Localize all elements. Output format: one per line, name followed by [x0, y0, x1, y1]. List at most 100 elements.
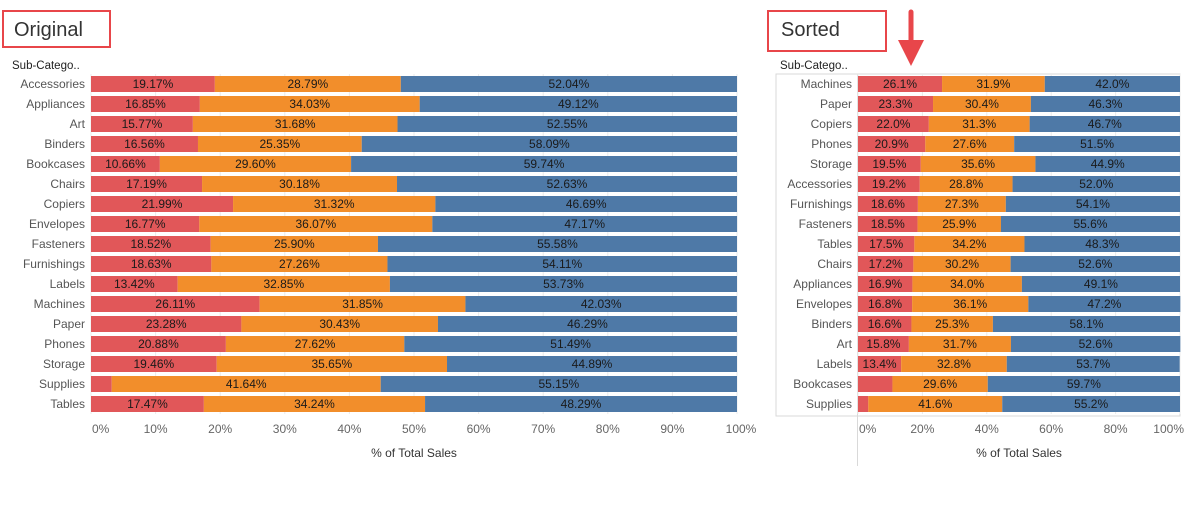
- original-bar-fasteners-seg1: [91, 236, 211, 252]
- sorted-bar-accessories-seg3: [1012, 176, 1180, 192]
- original-chart: Original Sub-Catego.. Accessories 19.17% 28.…: [2, 10, 757, 460]
- original-bar-accessories-seg3: [400, 76, 737, 92]
- sorted-bar-labels-seg2: [901, 356, 1007, 372]
- original-tick-label: 20%: [208, 422, 232, 436]
- sorted-data-label: 48.3%: [1085, 237, 1119, 251]
- original-bar-chairs-seg2: [202, 176, 398, 192]
- sorted-bar-appliances-seg3: [1021, 276, 1180, 292]
- sorted-data-label: 25.3%: [935, 317, 969, 331]
- original-bar-copiers-seg2: [233, 196, 436, 212]
- sorted-tick-label: 40%: [975, 422, 999, 436]
- original-bar-fasteners-seg2: [210, 236, 378, 252]
- sorted-bar-chairs-seg2: [913, 256, 1011, 272]
- original-tick-label: 0%: [92, 422, 110, 436]
- sorted-data-label: 34.0%: [950, 277, 984, 291]
- original-category-label-copiers: Copiers: [44, 197, 85, 211]
- original-category-label-fasteners: Fasteners: [32, 237, 85, 251]
- sorted-bar-envelopes-seg3: [1028, 296, 1181, 312]
- original-tick-label: 90%: [660, 422, 684, 436]
- sorted-bar-binders-seg3: [992, 316, 1180, 332]
- sorted-data-label: 47.2%: [1087, 297, 1121, 311]
- sorted-bar-copiers-seg1: [858, 116, 929, 132]
- original-data-label: 52.04%: [549, 77, 590, 91]
- original-data-label: 58.09%: [529, 137, 570, 151]
- sorted-data-label: 31.9%: [976, 77, 1010, 91]
- original-bar-labels-seg2: [177, 276, 390, 292]
- sorted-data-label: 16.8%: [868, 297, 902, 311]
- original-bar-tables-seg3: [425, 396, 737, 412]
- sorted-category-label-binders: Binders: [811, 317, 852, 331]
- original-bar-binders-seg1: [91, 136, 198, 152]
- original-category-label-supplies: Supplies: [39, 377, 85, 391]
- original-tick-label: 70%: [531, 422, 555, 436]
- original-bar-accessories-seg2: [214, 76, 401, 92]
- sorted-category-label-bookcases: Bookcases: [793, 377, 852, 391]
- original-data-label: 53.73%: [543, 277, 584, 291]
- sorted-bar-copiers-seg2: [928, 116, 1030, 132]
- sorted-category-label-paper: Paper: [820, 97, 852, 111]
- original-data-label: 55.58%: [537, 237, 578, 251]
- original-bar-envelopes-seg2: [199, 216, 433, 232]
- original-bar-storage-seg2: [216, 356, 448, 372]
- original-bar-storage-seg1: [91, 356, 217, 372]
- sorted-data-label: 32.8%: [937, 357, 971, 371]
- original-bar-machines-seg1: [91, 296, 260, 312]
- sorted-data-label: 17.2%: [869, 257, 903, 271]
- original-bar-phones-seg3: [404, 336, 737, 352]
- original-data-label: 18.63%: [131, 257, 172, 271]
- original-row-header: Sub-Catego..: [12, 60, 80, 72]
- sorted-data-label: 54.1%: [1076, 197, 1110, 211]
- original-bar-appliances-seg3: [419, 96, 737, 112]
- sorted-bar-accessories-seg2: [919, 176, 1013, 192]
- sorted-data-label: 27.3%: [945, 197, 979, 211]
- sorted-bar-art-seg3: [1010, 336, 1181, 352]
- original-bar-appliances-seg1: [91, 96, 200, 112]
- sorted-data-label: 29.6%: [923, 377, 957, 391]
- sorted-bar-supplies-seg1: [858, 396, 869, 412]
- sorted-bar-furnishings-seg2: [917, 196, 1006, 212]
- original-data-label: 27.62%: [295, 337, 336, 351]
- original-data-label: 16.77%: [125, 217, 166, 231]
- sorted-category-label-chairs: Chairs: [817, 257, 852, 271]
- sorted-data-label: 42.0%: [1095, 77, 1129, 91]
- sorted-bar-phones-seg2: [925, 136, 1015, 152]
- sorted-data-label: 19.2%: [872, 177, 906, 191]
- original-x-axis-label: % of Total Sales: [371, 446, 457, 460]
- original-bar-art-seg2: [192, 116, 398, 132]
- original-data-label: 19.46%: [134, 357, 175, 371]
- original-data-label: 28.79%: [287, 77, 328, 91]
- sorted-tick-label: 0%: [859, 422, 877, 436]
- original-bar-furnishings-seg3: [387, 256, 737, 272]
- original-data-label: 51.49%: [550, 337, 591, 351]
- original-bar-bookcases-seg1: [91, 156, 160, 172]
- sorted-data-label: 31.7%: [943, 337, 977, 351]
- original-data-label: 55.15%: [539, 377, 580, 391]
- sorted-bar-chairs-seg3: [1010, 256, 1180, 272]
- sorted-bar-appliances-seg1: [858, 276, 913, 292]
- original-tick-label: 60%: [467, 422, 491, 436]
- original-data-label: 59.74%: [524, 157, 565, 171]
- sorted-category-label-appliances: Appliances: [793, 277, 852, 291]
- original-tick-label: 50%: [402, 422, 426, 436]
- original-data-label: 15.77%: [122, 117, 163, 131]
- sorted-bar-fasteners-seg3: [1000, 216, 1180, 232]
- sorted-title-box: [767, 10, 887, 52]
- original-title: Original: [14, 19, 83, 41]
- sorted-tick-label: 80%: [1104, 422, 1128, 436]
- original-category-label-bookcases: Bookcases: [26, 157, 85, 171]
- original-bar-art-seg1: [91, 116, 193, 132]
- sorted-bar-accessories-seg1: [858, 176, 920, 192]
- sorted-bar-bookcases-seg1: [858, 376, 893, 392]
- sorted-tick-label: 20%: [910, 422, 934, 436]
- sorted-data-label: 22.0%: [876, 117, 910, 131]
- sorted-data-label: 26.1%: [883, 77, 917, 91]
- sorted-data-label: 16.9%: [868, 277, 902, 291]
- sorted-data-label: 25.9%: [942, 217, 976, 231]
- sorted-row-header: Sub-Catego..: [780, 60, 848, 72]
- original-data-label: 27.26%: [279, 257, 320, 271]
- sorted-bar-machines-seg1: [858, 76, 943, 92]
- original-data-label: 16.85%: [125, 97, 166, 111]
- original-category-label-tables: Tables: [50, 397, 85, 411]
- sorted-category-label-accessories: Accessories: [787, 177, 852, 191]
- original-data-label: 32.85%: [263, 277, 304, 291]
